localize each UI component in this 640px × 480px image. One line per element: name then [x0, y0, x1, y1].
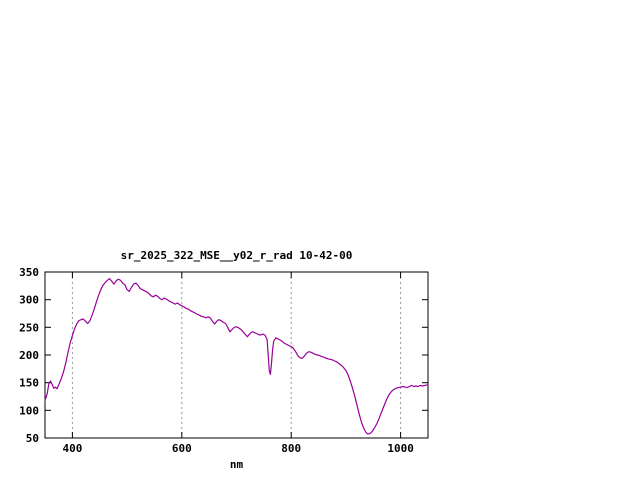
chart-title: sr_2025_322_MSE__y02_r_rad 10-42-00: [120, 249, 353, 262]
x-axis-label: nm: [229, 458, 244, 471]
svg-text:250: 250: [19, 321, 39, 334]
svg-text:50: 50: [26, 432, 39, 445]
svg-text:300: 300: [19, 294, 39, 307]
svg-text:600: 600: [172, 442, 192, 455]
svg-text:100: 100: [19, 404, 39, 417]
svg-text:200: 200: [19, 349, 39, 362]
svg-text:800: 800: [281, 442, 301, 455]
svg-text:1000: 1000: [387, 442, 414, 455]
svg-text:150: 150: [19, 377, 39, 390]
svg-text:400: 400: [62, 442, 82, 455]
svg-text:350: 350: [19, 266, 39, 279]
